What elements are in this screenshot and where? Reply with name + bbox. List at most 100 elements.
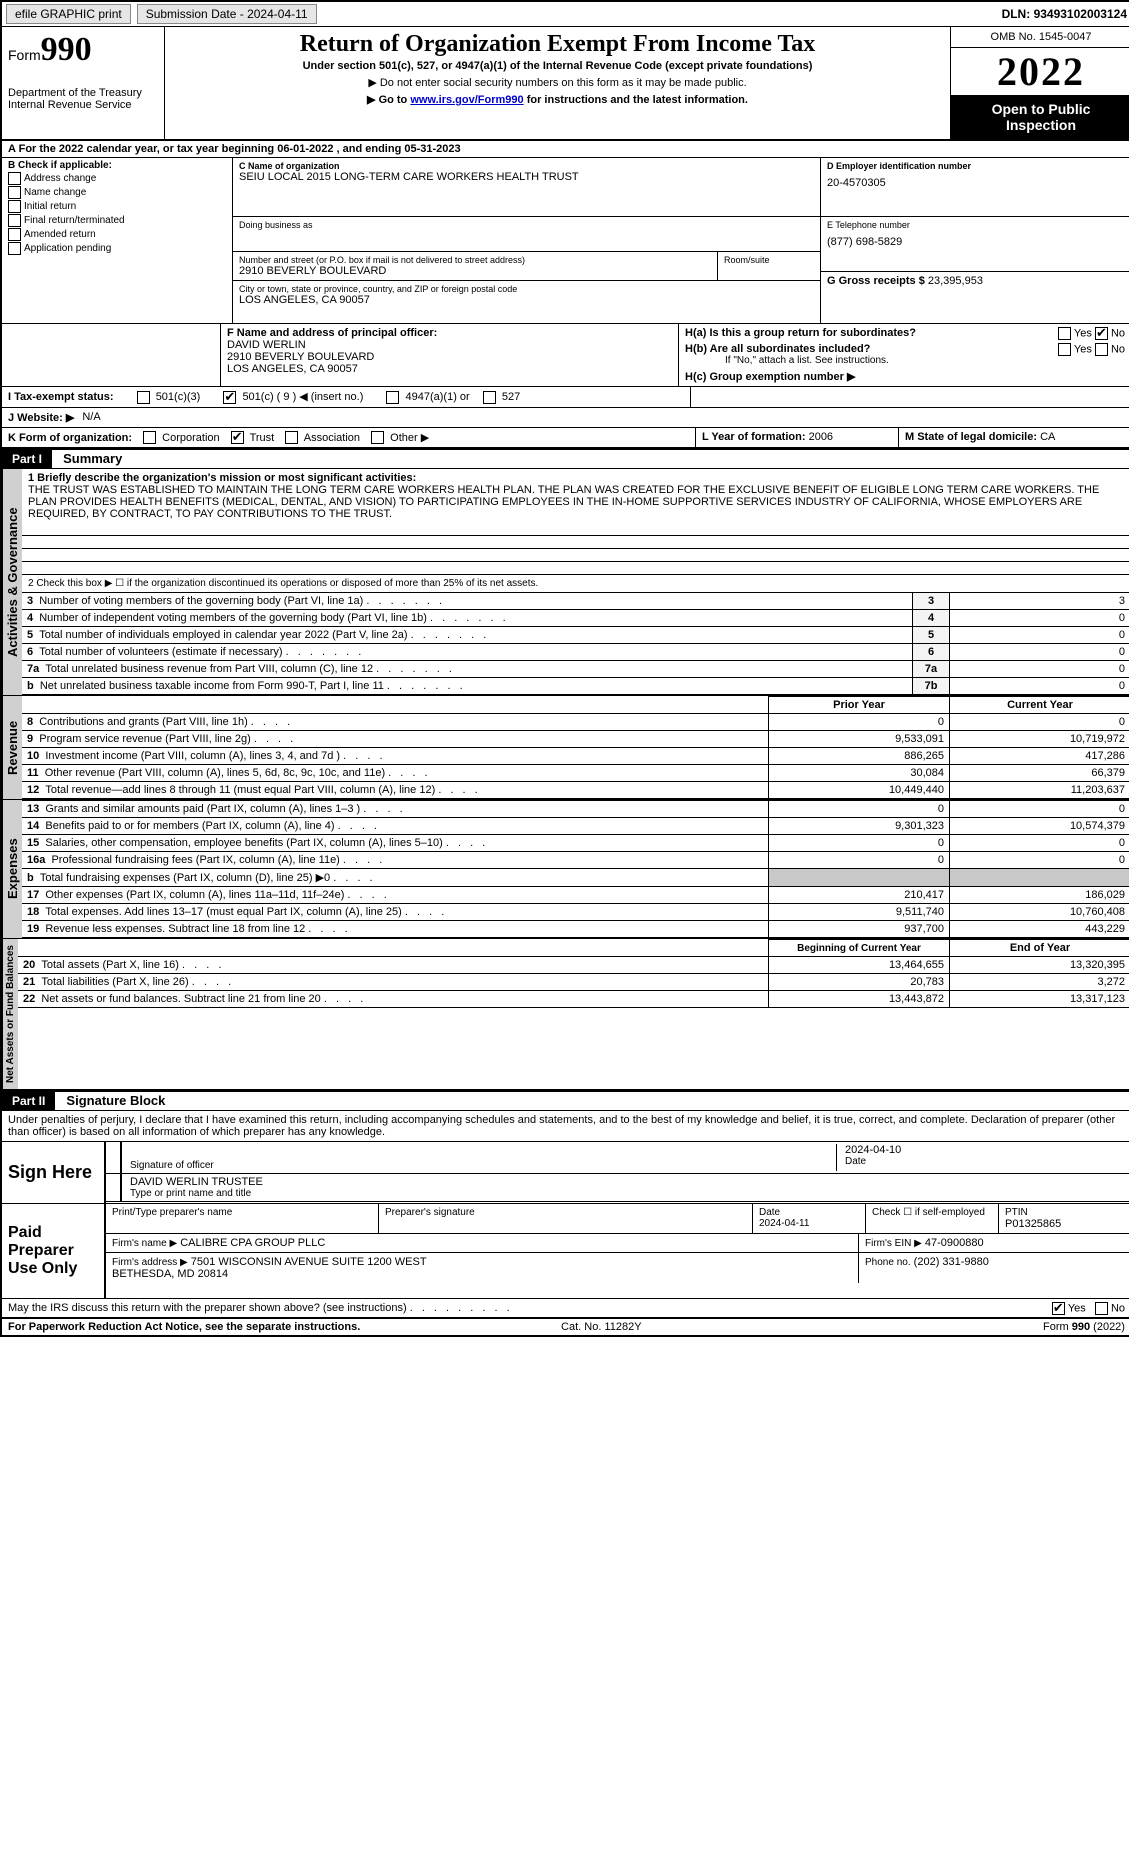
boy-header: Beginning of Current Year: [769, 940, 950, 957]
other-checkbox[interactable]: [371, 431, 384, 444]
part1-title: Summary: [55, 451, 122, 466]
revenue-table: Prior YearCurrent Year 8 Contributions a…: [22, 696, 1129, 799]
table-row: 21 Total liabilities (Part X, line 26) .…: [18, 974, 1129, 991]
ssn-note: ▶ Do not enter social security numbers o…: [173, 76, 942, 89]
hb-label: H(b) Are all subordinates included?: [685, 343, 870, 355]
table-row: 12 Total revenue—add lines 8 through 11 …: [22, 782, 1129, 799]
expenses-tab: Expenses: [2, 800, 22, 938]
phone-label: E Telephone number: [827, 220, 1125, 230]
prep-date: 2024-04-11: [759, 1218, 859, 1229]
ha-yes-checkbox[interactable]: [1058, 327, 1071, 340]
ha-no-checkbox[interactable]: [1095, 327, 1108, 340]
governance-tab: Activities & Governance: [2, 469, 22, 695]
tax-status-label: I Tax-exempt status:: [8, 391, 114, 403]
header-mid: Return of Organization Exempt From Incom…: [165, 27, 950, 139]
officer-name: DAVID WERLIN: [227, 339, 672, 351]
box-deg: D Employer identification number 20-4570…: [820, 158, 1129, 323]
open-to-public: Open to Public Inspection: [951, 95, 1129, 139]
table-row: 13 Grants and similar amounts paid (Part…: [22, 801, 1129, 818]
officer-printed-name: DAVID WERLIN TRUSTEE: [130, 1176, 1125, 1188]
discuss-no-checkbox[interactable]: [1095, 1302, 1108, 1315]
ptin-value: P01325865: [1005, 1218, 1125, 1230]
footer-form-year: (2022): [1090, 1321, 1125, 1333]
governance-section: Activities & Governance 1 Briefly descri…: [2, 469, 1129, 696]
corp-checkbox[interactable]: [143, 431, 156, 444]
4947-checkbox[interactable]: [386, 391, 399, 404]
dba-label: Doing business as: [239, 220, 814, 230]
tax-year: 2022: [951, 48, 1129, 95]
501c-checkbox[interactable]: [223, 391, 236, 404]
mission-label: 1 Briefly describe the organization's mi…: [28, 472, 1125, 484]
ha-label: H(a) Is this a group return for subordin…: [685, 327, 916, 339]
top-toolbar: efile GRAPHIC print Submission Date - 20…: [2, 2, 1129, 27]
cb-final: Final return/terminated: [24, 215, 125, 226]
footer-form-number: 990: [1072, 1321, 1090, 1333]
firm-name-label: Firm's name ▶: [112, 1238, 177, 1249]
final-return-checkbox[interactable]: [8, 214, 21, 227]
paid-preparer-block: Paid Preparer Use Only Print/Type prepar…: [2, 1204, 1129, 1299]
opt-corp: Corporation: [162, 432, 219, 444]
ha-yes: Yes: [1074, 327, 1092, 339]
discuss-yes-checkbox[interactable]: [1052, 1302, 1065, 1315]
firm-phone: (202) 331-9880: [914, 1256, 989, 1268]
irs-link[interactable]: www.irs.gov/Form990: [410, 94, 523, 106]
form-title: Return of Organization Exempt From Incom…: [173, 31, 942, 58]
app-pending-checkbox[interactable]: [8, 242, 21, 255]
sig-date: 2024-04-10: [845, 1144, 1125, 1156]
officer-city: LOS ANGELES, CA 90057: [227, 363, 672, 375]
table-row: 16a Professional fundraising fees (Part …: [22, 852, 1129, 869]
sign-here-block: Sign Here Signature of officer 2024-04-1…: [2, 1142, 1129, 1204]
discuss-yes: Yes: [1068, 1303, 1086, 1315]
table-row: 19 Revenue less expenses. Subtract line …: [22, 921, 1129, 938]
street-value: 2910 BEVERLY BOULEVARD: [239, 265, 711, 277]
ha-no: No: [1111, 327, 1125, 339]
room-label: Room/suite: [724, 255, 814, 265]
officer-signature-line: Signature of officer 2024-04-10Date: [106, 1142, 1129, 1174]
table-row: 18 Total expenses. Add lines 13–17 (must…: [22, 904, 1129, 921]
amended-return-checkbox[interactable]: [8, 228, 21, 241]
org-name-label: C Name of organization: [239, 161, 814, 171]
hc-label: H(c) Group exemption number ▶: [685, 370, 1125, 383]
part2-label: Part II: [2, 1092, 55, 1110]
name-change-checkbox[interactable]: [8, 186, 21, 199]
dln-field: DLN: 93493102003124: [1002, 7, 1127, 21]
line-a: A For the 2022 calendar year, or tax yea…: [2, 141, 1129, 158]
dln-value: 93493102003124: [1034, 7, 1127, 21]
efile-print-button[interactable]: efile GRAPHIC print: [6, 4, 131, 24]
hb-no-checkbox[interactable]: [1095, 343, 1108, 356]
527-checkbox[interactable]: [483, 391, 496, 404]
goto-note: ▶ Go to www.irs.gov/Form990 for instruct…: [173, 93, 942, 106]
org-name: SEIU LOCAL 2015 LONG-TERM CARE WORKERS H…: [239, 171, 814, 183]
opt-501c: 501(c) ( 9 ) ◀ (insert no.): [242, 391, 363, 403]
address-change-checkbox[interactable]: [8, 172, 21, 185]
goto-suffix: for instructions and the latest informat…: [524, 94, 748, 106]
part1-label: Part I: [2, 450, 52, 468]
assoc-checkbox[interactable]: [285, 431, 298, 444]
line-a-text: For the 2022 calendar year, or tax year …: [19, 143, 461, 155]
ptin-label: PTIN: [1005, 1207, 1125, 1218]
may-irs-discuss: May the IRS discuss this return with the…: [2, 1299, 1129, 1318]
cat-no: Cat. No. 11282Y: [561, 1321, 642, 1333]
form-subtitle: Under section 501(c), 527, or 4947(a)(1)…: [173, 60, 942, 72]
mission-text: THE TRUST WAS ESTABLISHED TO MAINTAIN TH…: [28, 484, 1125, 520]
initial-return-checkbox[interactable]: [8, 200, 21, 213]
table-row: 20 Total assets (Part X, line 16) . . . …: [18, 957, 1129, 974]
501c3-checkbox[interactable]: [137, 391, 150, 404]
h-a: H(a) Is this a group return for subordin…: [685, 327, 1125, 339]
form-label: Form: [8, 47, 41, 63]
sig-officer-label: Signature of officer: [130, 1160, 836, 1171]
city-label: City or town, state or province, country…: [239, 284, 814, 294]
hb-yes-checkbox[interactable]: [1058, 343, 1071, 356]
trust-checkbox[interactable]: [231, 431, 244, 444]
part1-header: Part I Summary: [2, 448, 1129, 469]
form-header: Form990 Department of the Treasury Inter…: [2, 27, 1129, 141]
table-row: 3 Number of voting members of the govern…: [22, 593, 1129, 610]
netassets-section: Net Assets or Fund Balances Beginning of…: [2, 939, 1129, 1090]
submission-date-button[interactable]: Submission Date - 2024-04-11: [137, 4, 317, 24]
preparer-row2: Firm's name ▶ CALIBRE CPA GROUP PLLC Fir…: [106, 1234, 1129, 1253]
cb-initial: Initial return: [24, 201, 76, 212]
form-ref: Form 990 (2022): [1043, 1321, 1125, 1333]
hb-no: No: [1111, 343, 1125, 355]
table-row: 14 Benefits paid to or for members (Part…: [22, 818, 1129, 835]
year-formation-value: 2006: [809, 431, 833, 443]
